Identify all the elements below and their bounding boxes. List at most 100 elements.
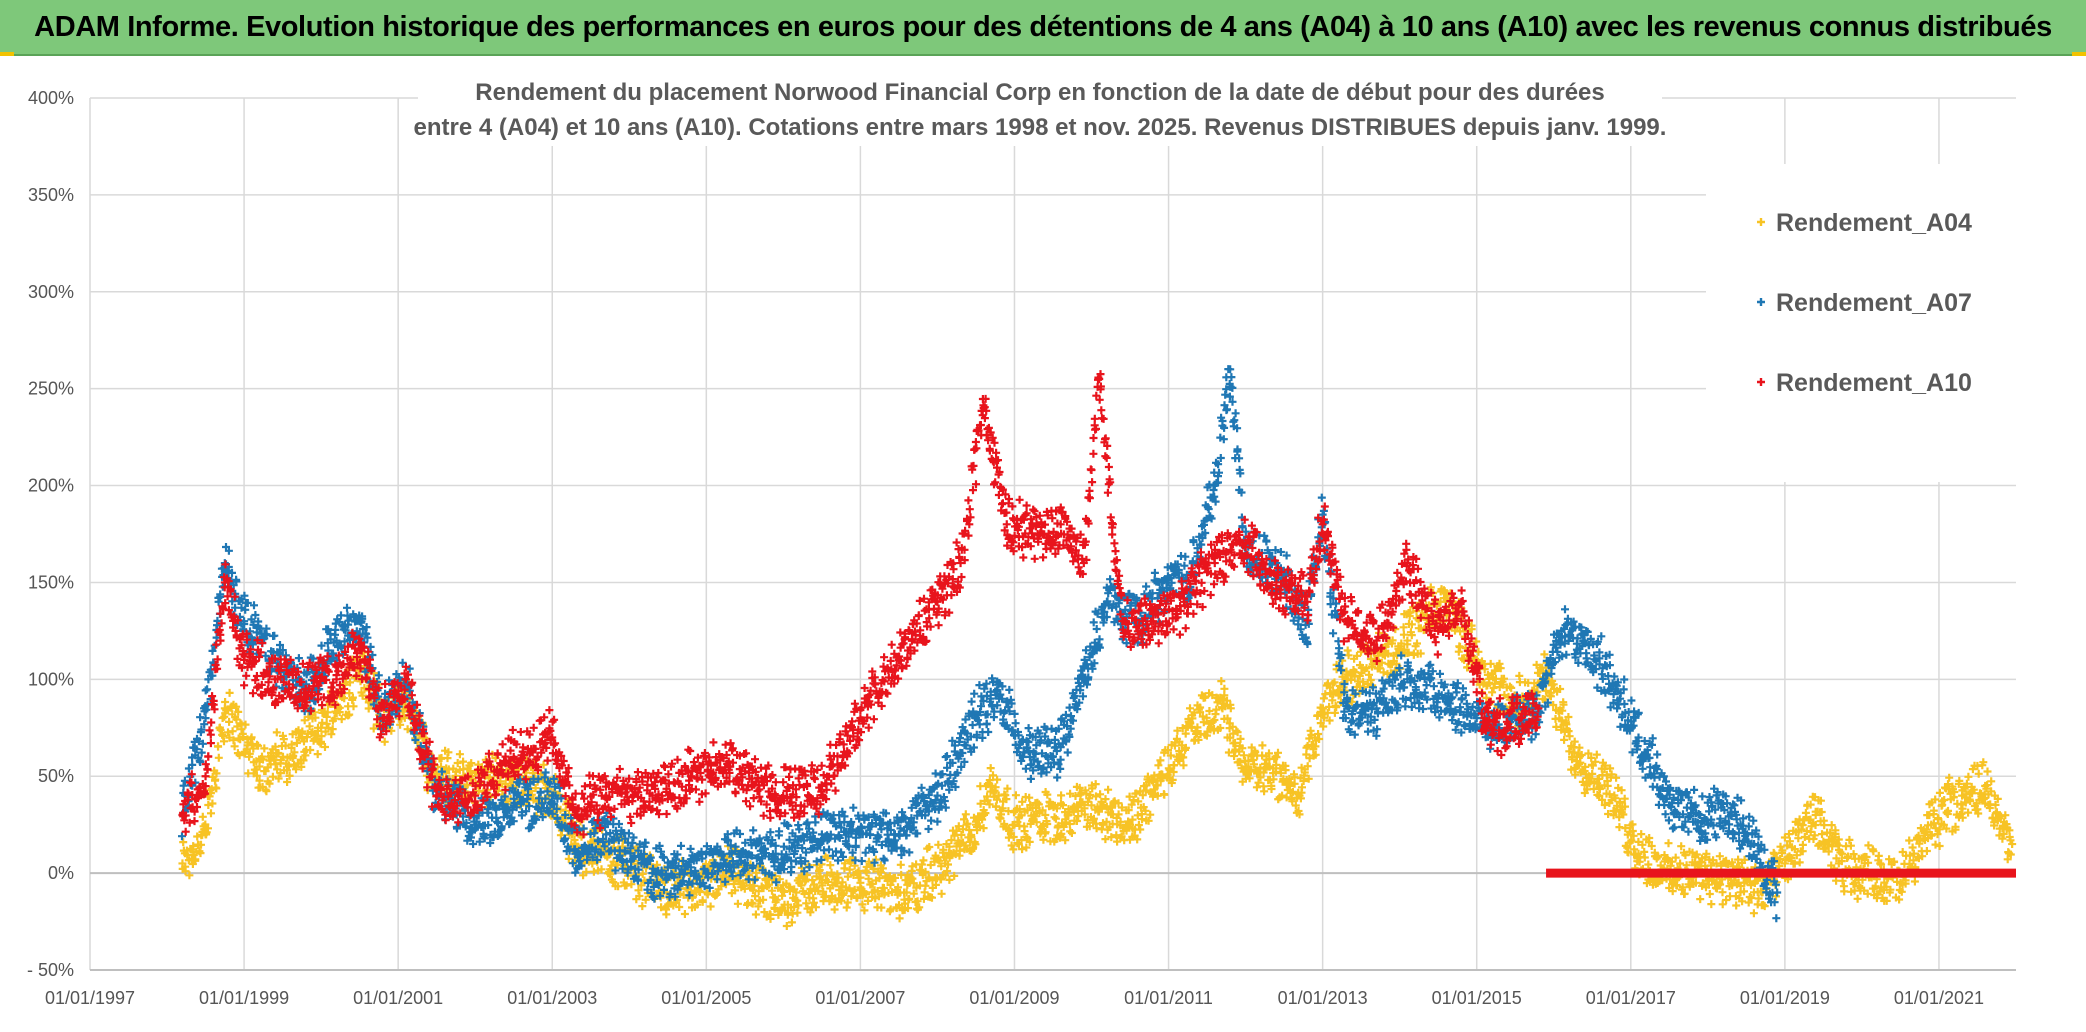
data-point xyxy=(1372,636,1381,645)
data-point xyxy=(1341,617,1350,626)
x-tick-label: 01/01/2017 xyxy=(1586,988,1676,1008)
data-point xyxy=(1811,810,1820,819)
x-tick-label: 01/01/1999 xyxy=(199,988,289,1008)
data-point xyxy=(1002,520,1011,529)
x-tick-label: 01/01/2011 xyxy=(1124,988,1213,1008)
legend-box xyxy=(1706,164,2016,482)
data-point xyxy=(1403,559,1412,568)
data-point xyxy=(317,723,326,732)
title-backdrop xyxy=(418,58,1662,146)
data-point xyxy=(1726,810,1735,819)
data-point xyxy=(1241,762,1250,771)
x-tick-label: 01/01/2019 xyxy=(1740,988,1830,1008)
data-point xyxy=(378,714,387,723)
data-point xyxy=(987,781,996,790)
data-point xyxy=(894,830,903,839)
data-point xyxy=(471,791,480,800)
performance-scatter-chart: 400% 350% 300% 250% 200% 150% 100% 50% 0% - 50% 01… xyxy=(27,58,2017,1008)
data-point xyxy=(1611,685,1620,694)
data-point xyxy=(933,791,942,800)
data-point xyxy=(979,404,988,413)
data-point xyxy=(1341,714,1350,723)
data-point xyxy=(648,869,657,878)
data-point xyxy=(1126,820,1135,829)
legend-item-rendement-a04: Rendement_A04 xyxy=(1757,209,1972,237)
legend-label: Rendement_A04 xyxy=(1776,209,1972,237)
chart-area: 400% 350% 300% 250% 200% 150% 100% 50% 0% - 50% 01… xyxy=(0,56,2086,1032)
legend-marker-icon xyxy=(1757,298,1765,306)
data-point xyxy=(548,733,557,742)
data-point xyxy=(355,646,364,655)
data-point xyxy=(571,810,580,819)
data-point xyxy=(201,830,210,839)
data-point xyxy=(1896,878,1905,887)
data-point xyxy=(1696,810,1705,819)
data-point xyxy=(571,849,580,858)
report-title: ADAM Informe. Evolution historique des p… xyxy=(34,10,2052,43)
data-point xyxy=(894,655,903,664)
banner-corner-left xyxy=(0,52,14,56)
data-point xyxy=(201,714,210,723)
data-point xyxy=(270,675,279,684)
data-point xyxy=(856,878,865,887)
data-point xyxy=(240,655,249,664)
data-point xyxy=(771,791,780,800)
data-point xyxy=(1403,636,1412,645)
x-tick-label: 01/01/1997 xyxy=(45,988,135,1008)
data-point xyxy=(971,714,980,723)
y-tick-label: 50% xyxy=(38,766,74,786)
y-tick-label: - 50% xyxy=(27,960,74,980)
data-point xyxy=(1665,801,1674,810)
data-point xyxy=(1780,859,1789,868)
data-point xyxy=(602,791,611,800)
data-point xyxy=(933,597,942,606)
data-point xyxy=(548,791,557,800)
data-point xyxy=(817,878,826,887)
data-point xyxy=(817,830,826,839)
data-point xyxy=(1773,888,1782,897)
data-point xyxy=(1472,714,1481,723)
data-point xyxy=(1318,704,1327,713)
data-point xyxy=(1226,365,1235,374)
data-point xyxy=(1095,374,1104,383)
data-point xyxy=(1056,520,1065,529)
data-point xyxy=(1634,849,1643,858)
data-point xyxy=(401,675,410,684)
data-point xyxy=(1372,704,1381,713)
data-point xyxy=(509,801,518,810)
data-point xyxy=(1118,617,1127,626)
data-point xyxy=(1603,781,1612,790)
chart-title-line: Rendement du placement Norwood Financial… xyxy=(475,79,1604,106)
data-point xyxy=(817,781,826,790)
data-point xyxy=(255,762,264,771)
data-point xyxy=(1102,597,1111,606)
legend-label: Rendement_A10 xyxy=(1776,369,1972,397)
data-point xyxy=(509,752,518,761)
data-point xyxy=(1580,636,1589,645)
x-tick-label: 01/01/2009 xyxy=(969,988,1059,1008)
data-point xyxy=(1503,723,1512,732)
legend-marker-icon xyxy=(1757,218,1765,226)
data-point xyxy=(471,820,480,829)
data-point xyxy=(1341,675,1350,684)
data-point xyxy=(771,898,780,907)
data-point xyxy=(1210,481,1219,490)
y-tick-label: 150% xyxy=(28,572,74,592)
chart-title-line: entre 4 (A04) et 10 ans (A10). Cotations… xyxy=(414,114,1667,141)
data-point xyxy=(686,869,695,878)
data-point xyxy=(725,849,734,858)
data-point xyxy=(1187,723,1196,732)
x-tick-label: 01/01/2021 xyxy=(1894,988,1984,1008)
scatter-cloud xyxy=(178,583,2015,930)
data-point xyxy=(1480,714,1489,723)
data-point xyxy=(1033,530,1042,538)
data-point xyxy=(178,810,187,819)
banner-corner-right xyxy=(2072,52,2086,56)
data-point xyxy=(902,888,911,897)
series-rendement-a07 xyxy=(178,365,1782,923)
data-point xyxy=(2008,840,2017,849)
data-point xyxy=(1079,675,1088,684)
y-tick-label: 100% xyxy=(28,669,74,689)
data-point xyxy=(1064,810,1073,819)
data-point xyxy=(220,704,229,713)
